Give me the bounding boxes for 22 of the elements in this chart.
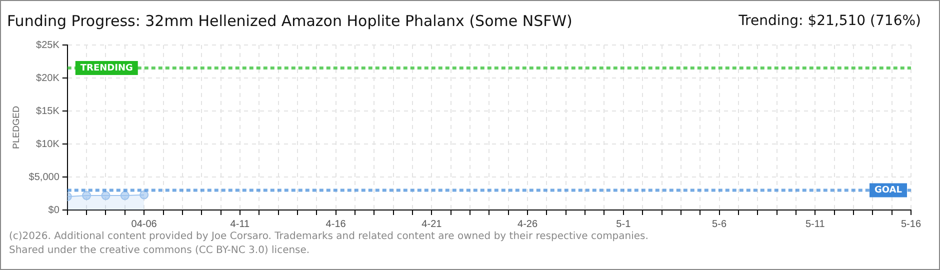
x-tick-label: 5-11: [805, 218, 826, 230]
y-tick-label: $20K: [36, 72, 60, 84]
y-axis-title: PLEDGED: [10, 105, 21, 150]
y-tick-label: $25K: [36, 40, 60, 51]
x-tick-label: 4-21: [422, 218, 442, 230]
x-tick-label: 5-1: [616, 218, 632, 230]
x-tick-label: 4-11: [230, 218, 250, 230]
chart-title: Funding Progress: 32mm Hellenized Amazon Hoplite Phalanx (Some NSFW): [7, 12, 572, 30]
y-tick-label: $10K: [36, 138, 60, 150]
y-tick-label: $15K: [36, 106, 60, 117]
text: (c)2026. Additional content provided by Joe Corsaro. Trademarks and related content are owned by their respective companies.: [9, 231, 648, 242]
x-tick-label: 5-16: [900, 218, 922, 230]
ref-line-label: GOAL: [874, 186, 902, 196]
text: Shared under the creative commons (CC BY-NC 3.0) license.: [9, 245, 310, 256]
y-tick-label: $0: [48, 204, 60, 216]
x-tick-label: 4-16: [326, 218, 346, 230]
x-tick-label: 4-26: [518, 218, 538, 230]
x-tick-label: 04-06: [131, 218, 158, 230]
y-tick-label: $5,000: [28, 172, 60, 183]
text: Trending: $21,510 (716%): [738, 13, 921, 29]
ref-line-label: TRENDING: [80, 63, 133, 74]
x-tick-label: 5-6: [712, 218, 727, 230]
